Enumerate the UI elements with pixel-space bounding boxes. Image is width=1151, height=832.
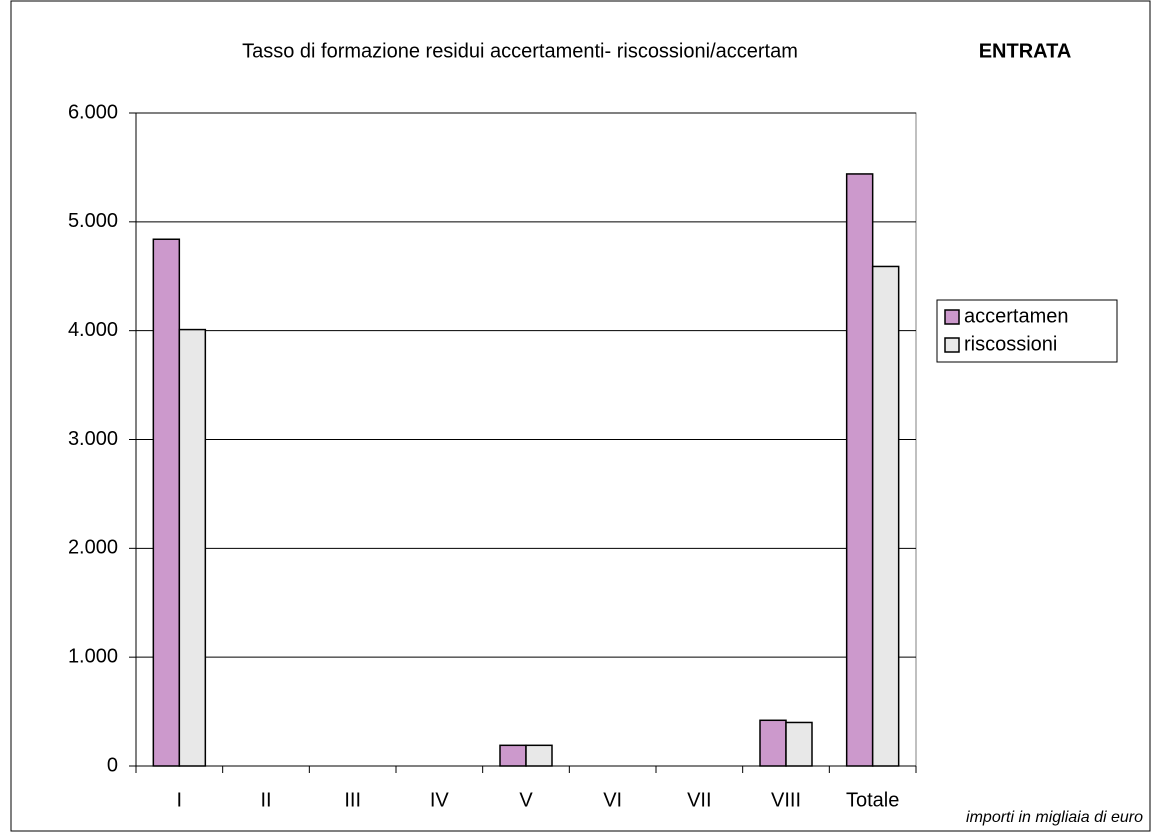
legend-label: riscossioni [964,333,1057,355]
note: importi in migliaia di euro [966,809,1143,826]
bar [525,744,553,767]
x-tick-label: IV [430,789,450,811]
x-tick-label: V [519,789,533,811]
bar [871,265,900,767]
chart-subtitle: ENTRATA [979,40,1072,62]
x-tick-label: III [344,789,361,811]
legend-label: accertamen [964,305,1069,327]
legend-swatch [944,337,960,353]
x-tick-label: Totale [846,789,899,811]
x-tick-label: I [177,789,183,811]
bar [152,238,181,767]
x-tick-label: II [260,789,271,811]
y-tick-label: 2.000 [68,537,118,559]
x-tick-label: VI [603,789,622,811]
legend-swatch [944,309,960,325]
bar [785,721,813,767]
bar [759,719,787,767]
y-tick-label: 6.000 [68,101,118,123]
legend-box [936,299,1118,363]
bar [499,744,527,767]
x-tick-label: VIII [771,789,801,811]
y-tick-label: 1.000 [68,645,118,667]
y-tick-label: 5.000 [68,210,118,232]
x-tick-label: VII [687,789,711,811]
y-tick-label: 4.000 [68,319,118,341]
y-tick-label: 0 [107,754,118,776]
y-tick-label: 3.000 [68,428,118,450]
bar [845,173,874,767]
chart-title: Tasso di formazione residui accertamenti… [242,40,798,62]
bar [178,328,207,767]
